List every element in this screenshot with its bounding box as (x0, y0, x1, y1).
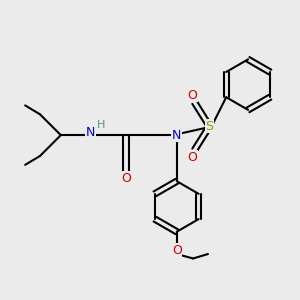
Text: N: N (172, 129, 182, 142)
Text: O: O (187, 88, 197, 101)
Text: O: O (172, 244, 182, 257)
Text: O: O (121, 172, 131, 185)
Text: O: O (187, 151, 197, 164)
Text: N: N (86, 126, 95, 139)
Text: S: S (206, 120, 213, 133)
Text: H: H (97, 120, 105, 130)
